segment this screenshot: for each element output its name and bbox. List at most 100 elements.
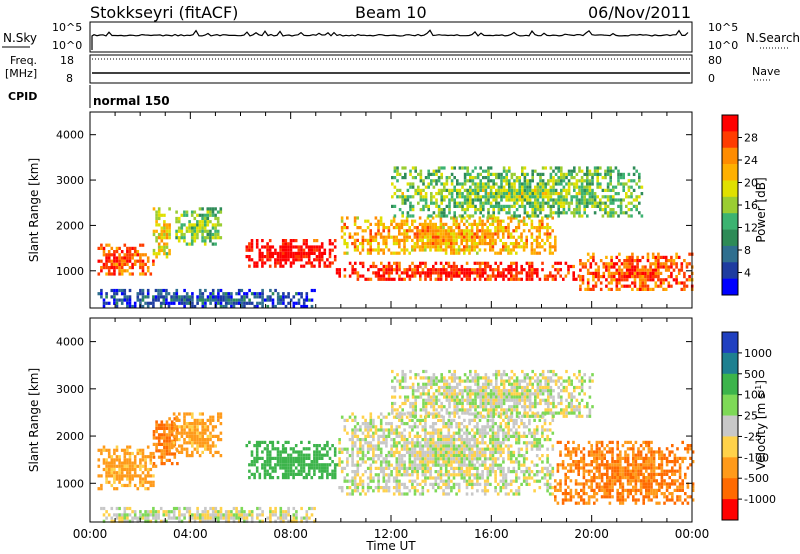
echo-cell xyxy=(465,245,469,249)
echo-cell xyxy=(168,449,171,453)
echo-cell xyxy=(424,463,427,467)
echo-cell xyxy=(530,277,534,281)
echo-cell xyxy=(473,271,477,275)
echo-cell xyxy=(455,444,458,448)
echo-cell xyxy=(450,268,453,272)
echo-cell xyxy=(622,182,625,186)
echo-cell xyxy=(453,198,456,202)
echo-cell xyxy=(276,447,280,451)
echo-cell xyxy=(515,268,518,272)
echo-cell xyxy=(471,169,475,173)
echo-cell xyxy=(476,460,479,464)
echo-cell xyxy=(470,242,474,246)
echo-cell xyxy=(522,473,526,477)
echo-cell xyxy=(100,292,103,296)
echo-cell xyxy=(492,204,495,208)
echo-cell xyxy=(102,298,106,302)
echo-cell xyxy=(340,229,344,233)
echo-cell xyxy=(473,418,477,422)
echo-cell xyxy=(281,444,285,448)
echo-cell xyxy=(530,434,534,438)
echo-cell xyxy=(136,464,140,468)
echo-cell xyxy=(185,298,189,302)
echo-cell xyxy=(421,261,425,265)
echo-cell xyxy=(479,172,482,176)
echo-cell xyxy=(281,447,285,451)
echo-cell xyxy=(366,431,370,435)
echo-cell xyxy=(279,295,283,299)
echo-cell xyxy=(463,245,466,249)
echo-cell xyxy=(235,298,238,302)
echo-cell xyxy=(141,259,145,263)
echo-cell xyxy=(463,222,466,226)
echo-cell xyxy=(581,275,585,279)
echo-cell xyxy=(261,295,264,299)
echo-cell xyxy=(522,441,526,445)
echo-cell xyxy=(515,441,518,445)
echo-cell xyxy=(141,455,145,459)
echo-cell xyxy=(447,245,450,249)
echo-cell xyxy=(444,222,448,226)
echo-cell xyxy=(442,226,445,230)
echo-cell xyxy=(403,447,406,451)
echo-cell xyxy=(437,457,440,461)
echo-cell xyxy=(318,248,321,252)
echo-cell xyxy=(204,431,207,435)
echo-cell xyxy=(211,428,215,432)
echo-cell xyxy=(636,287,639,291)
echo-cell xyxy=(133,467,137,472)
echo-cell xyxy=(255,469,259,473)
echo-cell xyxy=(461,185,464,189)
echo-cell xyxy=(489,188,493,192)
echo-cell xyxy=(379,219,383,223)
echo-cell xyxy=(255,466,259,470)
echo-cell xyxy=(534,214,537,218)
echo-cell xyxy=(604,169,607,173)
echo-cell xyxy=(517,454,521,458)
echo-cell xyxy=(141,448,145,452)
echo-cell xyxy=(618,252,621,256)
echo-cell xyxy=(649,268,652,272)
echo-cell xyxy=(408,447,412,451)
echo-cell xyxy=(557,179,560,183)
echo-cell xyxy=(685,262,689,266)
echo-cell xyxy=(515,176,519,180)
echo-cell xyxy=(224,295,228,299)
echo-cell xyxy=(307,261,311,265)
echo-cell xyxy=(489,248,492,252)
echo-cell xyxy=(404,201,407,205)
echo-cell xyxy=(359,274,362,278)
echo-cell xyxy=(353,238,357,242)
echo-cell xyxy=(390,222,393,226)
echo-cell xyxy=(468,412,471,416)
cpid-label: CPID xyxy=(8,90,37,103)
echo-cell xyxy=(411,271,414,275)
echo-cell xyxy=(439,238,443,242)
echo-cell xyxy=(155,220,158,224)
echo-cell xyxy=(380,261,383,265)
echo-cell xyxy=(494,447,497,451)
echo-cell xyxy=(340,216,344,220)
echo-cell xyxy=(548,476,552,480)
echo-cell xyxy=(310,460,314,464)
echo-cell xyxy=(591,201,594,205)
echo-cell xyxy=(592,287,595,291)
echo-cell xyxy=(395,470,399,474)
echo-cell xyxy=(102,266,106,270)
echo-cell xyxy=(128,451,132,456)
echo-cell xyxy=(405,216,409,220)
echo-cell xyxy=(458,192,462,196)
echo-cell xyxy=(136,250,140,254)
echo-cell xyxy=(398,425,401,429)
echo-cell xyxy=(528,204,532,208)
echo-cell xyxy=(476,226,479,230)
echo-cell xyxy=(455,457,458,461)
echo-cell xyxy=(408,454,412,458)
echo-cell xyxy=(292,239,295,243)
echo-cell xyxy=(486,418,490,422)
echo-cell xyxy=(160,236,164,240)
echo-cell xyxy=(457,466,461,470)
echo-cell xyxy=(149,451,153,456)
echo-cell xyxy=(434,476,438,480)
echo-cell xyxy=(530,470,534,474)
